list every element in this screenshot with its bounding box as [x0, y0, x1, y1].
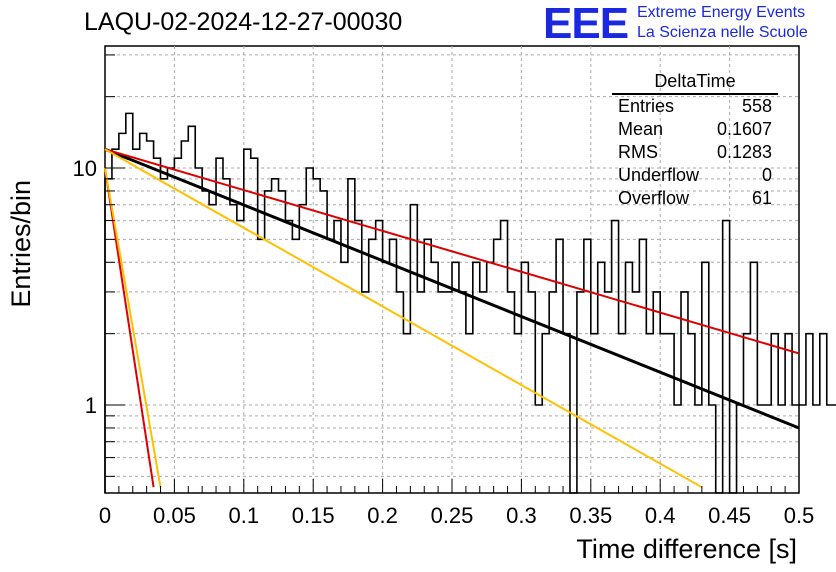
stats-row: Mean 0.1607 — [612, 118, 778, 141]
y-axis-label: Entries/bin — [6, 180, 36, 308]
y-axis-ticks: 1 10 — [73, 54, 125, 477]
y-tick-label: 10 — [73, 156, 97, 181]
stats-row: RMS 0.1283 — [612, 141, 778, 164]
stats-row: Overflow 61 — [612, 187, 778, 210]
logo-line-2: La Scienza nelle Scuole — [637, 24, 808, 41]
chart-title: LAQU-02-2024-12-27-00030 — [84, 8, 403, 36]
stats-label: Entries — [618, 96, 675, 116]
stats-value: 0.1607 — [716, 119, 772, 139]
x-tick-label: 0.45 — [708, 503, 751, 528]
fit-line — [104, 148, 703, 489]
fit-line — [104, 147, 800, 430]
stats-value: 0.1283 — [716, 142, 772, 162]
fit-lines — [104, 147, 800, 489]
stats-value: 61 — [751, 188, 772, 208]
x-tick-label: 0.15 — [292, 503, 335, 528]
stats-row: Entries 558 — [612, 95, 778, 118]
x-tick-label: 0.3 — [506, 503, 537, 528]
fit-line — [104, 167, 155, 488]
stats-value: 0 — [761, 165, 772, 185]
histogram-bars — [104, 112, 836, 494]
x-tick-label: 0.05 — [153, 503, 196, 528]
eee-logo: EEE — [543, 0, 629, 48]
stats-box: DeltaTime Entries 558 Mean 0.1607 RMS 0.… — [612, 70, 778, 210]
x-tick-label: 0.35 — [569, 503, 612, 528]
x-tick-label: 0 — [99, 503, 111, 528]
stats-title: DeltaTime — [612, 70, 778, 95]
x-tick-label: 0.1 — [229, 503, 260, 528]
fit-line — [104, 167, 162, 488]
stats-label: Mean — [618, 119, 664, 139]
fit-line — [104, 148, 800, 355]
x-tick-label: 0.2 — [367, 503, 398, 528]
y-tick-label: 1 — [85, 393, 97, 418]
x-axis-label: Time difference [s] — [576, 534, 797, 564]
x-tick-label: 0.5 — [784, 503, 815, 528]
logo-line-1: Extreme Energy Events — [637, 4, 806, 21]
stats-value: 558 — [741, 96, 772, 116]
histogram-step — [104, 112, 836, 494]
stats-label: Underflow — [618, 165, 700, 185]
stats-row: Underflow 0 — [612, 164, 778, 187]
x-axis-ticks: 0 0.05 0.1 0.15 0.2 0.25 0.3 0.35 0.4 0.45 0.5 — [99, 479, 814, 528]
x-tick-label: 0.25 — [431, 503, 474, 528]
stats-label: Overflow — [618, 188, 690, 208]
x-tick-label: 0.4 — [645, 503, 676, 528]
stats-label: RMS — [618, 142, 658, 162]
